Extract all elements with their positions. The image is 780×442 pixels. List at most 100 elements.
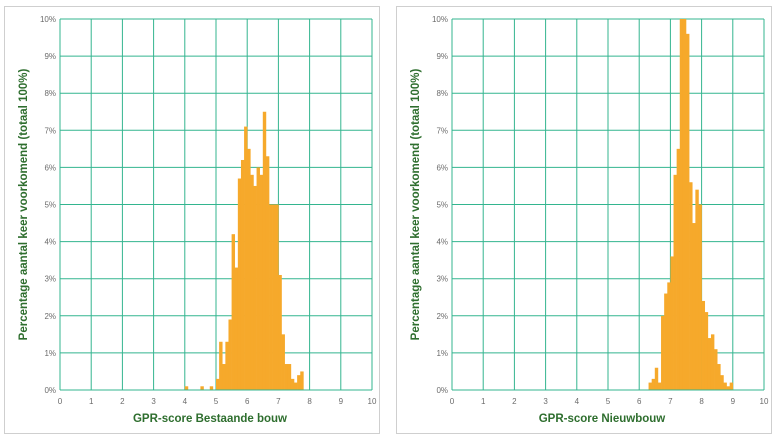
histogram-bar [651, 378, 656, 390]
histogram-bar [225, 341, 229, 390]
y-axis-title: Percentage aantal keer voorkomend (totaa… [410, 69, 422, 341]
histogram-bar [701, 300, 706, 390]
histogram-bar [689, 182, 693, 390]
histogram-bar [297, 375, 301, 390]
histogram-bar [287, 364, 292, 390]
x-tick-label: 4 [183, 397, 188, 406]
histogram-bar [228, 319, 232, 390]
x-tick-label: 7 [276, 397, 281, 406]
y-tick-label: 9% [436, 52, 448, 61]
histogram-bar [290, 378, 295, 390]
y-tick-label: 7% [44, 126, 56, 135]
histogram-bar [231, 234, 236, 390]
y-tick-label: 0% [44, 386, 56, 395]
histogram-bar [244, 126, 248, 390]
histogram-bar [222, 364, 226, 390]
histogram-bar [247, 148, 251, 390]
histogram-bar [250, 174, 254, 390]
x-tick-label: 0 [450, 397, 455, 406]
histogram-bar [679, 19, 684, 390]
histogram-bar [707, 338, 712, 390]
histogram-bar [714, 349, 718, 390]
y-tick-label: 9% [44, 52, 56, 61]
histogram-bar [256, 167, 260, 390]
histogram-bar [704, 312, 709, 390]
histogram-bar [216, 378, 220, 390]
histogram-bar [673, 174, 677, 390]
y-tick-label: 1% [436, 349, 448, 358]
y-tick-label: 2% [44, 312, 56, 321]
histogram-bar [723, 382, 727, 390]
y-tick-label: 3% [436, 275, 448, 284]
histogram-bar [729, 382, 734, 390]
y-tick-label: 8% [436, 89, 448, 98]
x-tick-label: 8 [699, 397, 704, 406]
histogram-bar [234, 267, 239, 390]
histogram-bar [262, 111, 267, 390]
x-tick-label: 9 [339, 397, 344, 406]
x-axis-title: GPR-score Nieuwbouw [539, 413, 666, 425]
y-tick-label: 5% [436, 201, 448, 210]
y-tick-label: 7% [436, 126, 448, 135]
x-axis-title: GPR-score Bestaande bouw [133, 413, 287, 425]
histogram-bar [300, 371, 304, 390]
histogram-bar [664, 293, 668, 390]
x-tick-label: 1 [481, 397, 486, 406]
x-tick-label: 9 [731, 397, 736, 406]
histogram-bar [661, 315, 665, 390]
y-tick-label: 1% [44, 349, 56, 358]
y-tick-label: 10% [40, 15, 56, 24]
x-tick-label: 2 [512, 397, 517, 406]
histogram-bar [698, 204, 702, 390]
y-tick-label: 6% [44, 163, 56, 172]
histogram-panel-nieuwbouw: 0 1 2 3 4 5 6 7 8 9 10 0% 1% 2% 3% 4% 5% 6% 7% 8% 9% 10% GPR-s… [396, 6, 772, 434]
y-tick-label: 4% [436, 238, 448, 247]
histogram-bar [200, 386, 204, 390]
y-axis-title: Percentage aantal keer voorkomend (totaa… [18, 69, 30, 341]
y-tick-label: 8% [44, 89, 56, 98]
histogram-bar [654, 367, 659, 390]
x-tick-label: 5 [606, 397, 611, 406]
y-tick-label: 0% [436, 386, 448, 395]
histogram-bar [184, 386, 189, 390]
histogram-bar [720, 375, 724, 390]
histogram-bar [695, 189, 699, 390]
x-tick-label: 1 [89, 397, 94, 406]
histogram-bar [272, 204, 276, 390]
histogram-bar [717, 364, 721, 390]
histogram-bar [682, 19, 687, 390]
histogram-bar [726, 386, 730, 390]
x-tick-label: 0 [58, 397, 63, 406]
histogram-bar [278, 274, 282, 390]
histogram-bar [219, 341, 223, 390]
histogram-bar [710, 334, 715, 390]
x-tick-label: 3 [151, 397, 156, 406]
y-tick-label: 10% [432, 15, 448, 24]
histogram-bar [253, 185, 257, 390]
histogram-bar [648, 382, 652, 390]
histogram-bestaande-bouw: 0 1 2 3 4 5 6 7 8 9 10 0% 1% 2% 3% 4% 5% 6% 7% 8% 9% 10% GPR-s… [18, 15, 377, 425]
histogram-bar [676, 148, 681, 390]
histogram-bar [294, 382, 298, 390]
x-tick-label: 10 [760, 397, 769, 406]
y-tick-label: 4% [44, 238, 56, 247]
x-tick-label: 7 [668, 397, 673, 406]
y-tick-label: 3% [44, 275, 56, 284]
histogram-bar [259, 174, 264, 390]
x-tick-label: 2 [120, 397, 125, 406]
histogram-bar [237, 178, 242, 390]
histogram-bar [275, 204, 279, 390]
histogram-bar [265, 156, 270, 390]
y-tick-label: 2% [436, 312, 448, 321]
x-tick-label: 6 [637, 397, 642, 406]
histogram-bar [670, 256, 674, 390]
x-tick-label: 4 [575, 397, 580, 406]
histogram-nieuwbouw: 0 1 2 3 4 5 6 7 8 9 10 0% 1% 2% 3% 4% 5% 6% 7% 8% 9% 10% GPR-s… [410, 15, 769, 425]
x-tick-label: 3 [543, 397, 548, 406]
histogram-bar [269, 204, 273, 390]
x-tick-label: 5 [214, 397, 219, 406]
histogram-bar [209, 386, 214, 390]
y-tick-label: 5% [44, 201, 56, 210]
histogram-bar [281, 334, 285, 390]
histogram-bar [667, 282, 671, 390]
